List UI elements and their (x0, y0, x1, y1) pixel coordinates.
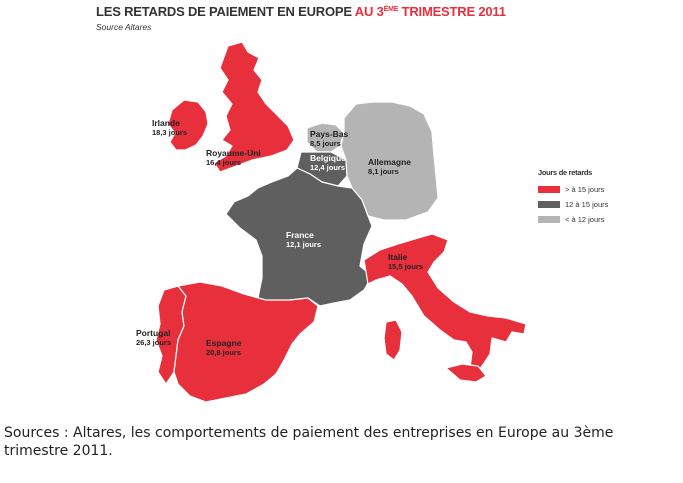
title-part-1: LES RETARDS DE PAIEMENT EN EUROPE (96, 4, 355, 19)
legend-swatch-low (538, 216, 560, 223)
legend-label-high: > à 15 jours (565, 185, 605, 194)
country-label-portugal: Portugal (136, 328, 170, 338)
source-note: Source Altares (96, 22, 152, 32)
country-label-pays-bas: Pays-Bas (310, 129, 349, 139)
country-label-belgique: Belgique (310, 153, 346, 163)
map-region-allemagne (340, 101, 439, 221)
legend-swatch-high (538, 186, 560, 193)
country-label-france: France (286, 230, 314, 240)
country-label-italie: Italie (388, 252, 408, 262)
legend: Jours de retards > à 15 jours 12 à 15 jo… (538, 168, 608, 230)
country-value-espagne: 20,8 jours (206, 348, 241, 357)
map-region-pays-bas (306, 122, 345, 153)
title-part-2-text: AU 3 (354, 4, 384, 19)
legend-title: Jours de retards (538, 168, 592, 177)
country-label-royaume-uni: Royaume-Uni (206, 148, 261, 158)
country-label-irlande: Irlande (152, 118, 180, 128)
legend-item-mid: 12 à 15 jours (538, 200, 608, 209)
country-value-belgique: 12,4 jours (310, 163, 345, 172)
country-value-irlande: 18,3 jours (152, 128, 187, 137)
map-region-italie-sardaigne (383, 319, 403, 361)
country-label-allemagne: Allemagne (368, 157, 411, 167)
map-region-irlande (167, 99, 209, 151)
map-regions (155, 41, 527, 403)
map-region-royaume-uni (213, 41, 295, 173)
legend-item-high: > à 15 jours (538, 185, 608, 194)
map-region-italie-sicile (445, 363, 487, 383)
map-figure: LES RETARDS DE PAIEMENT EN EUROPE AU 3ÈM… (96, 4, 608, 403)
map-region-france (225, 167, 373, 307)
map-region-espagne (173, 281, 319, 403)
country-value-italie: 15,5 jours (388, 262, 423, 271)
title-superscript: ÈME (383, 6, 399, 13)
legend-label-mid: 12 à 15 jours (565, 200, 609, 209)
legend-item-low: < à 12 jours (538, 215, 608, 224)
country-value-pays-bas: 8,5 jours (310, 139, 341, 148)
caption: Sources : Altares, les comportements de … (4, 425, 614, 459)
legend-swatch-mid (538, 201, 560, 208)
legend-label-low: < à 12 jours (565, 215, 605, 224)
map-region-italie (363, 233, 527, 375)
country-value-royaume-uni: 16,4 jours (206, 158, 241, 167)
title-part-3: TRIMESTRE 2011 (398, 4, 506, 19)
country-value-portugal: 26,3 jours (136, 338, 171, 347)
map-title: LES RETARDS DE PAIEMENT EN EUROPE AU 3ÈM… (96, 4, 506, 19)
country-value-allemagne: 8,1 jours (368, 167, 399, 176)
country-label-espagne: Espagne (206, 338, 242, 348)
country-value-france: 12,1 jours (286, 240, 321, 249)
title-part-2: AU 3ÈME TRIMESTRE 2011 (355, 4, 506, 19)
